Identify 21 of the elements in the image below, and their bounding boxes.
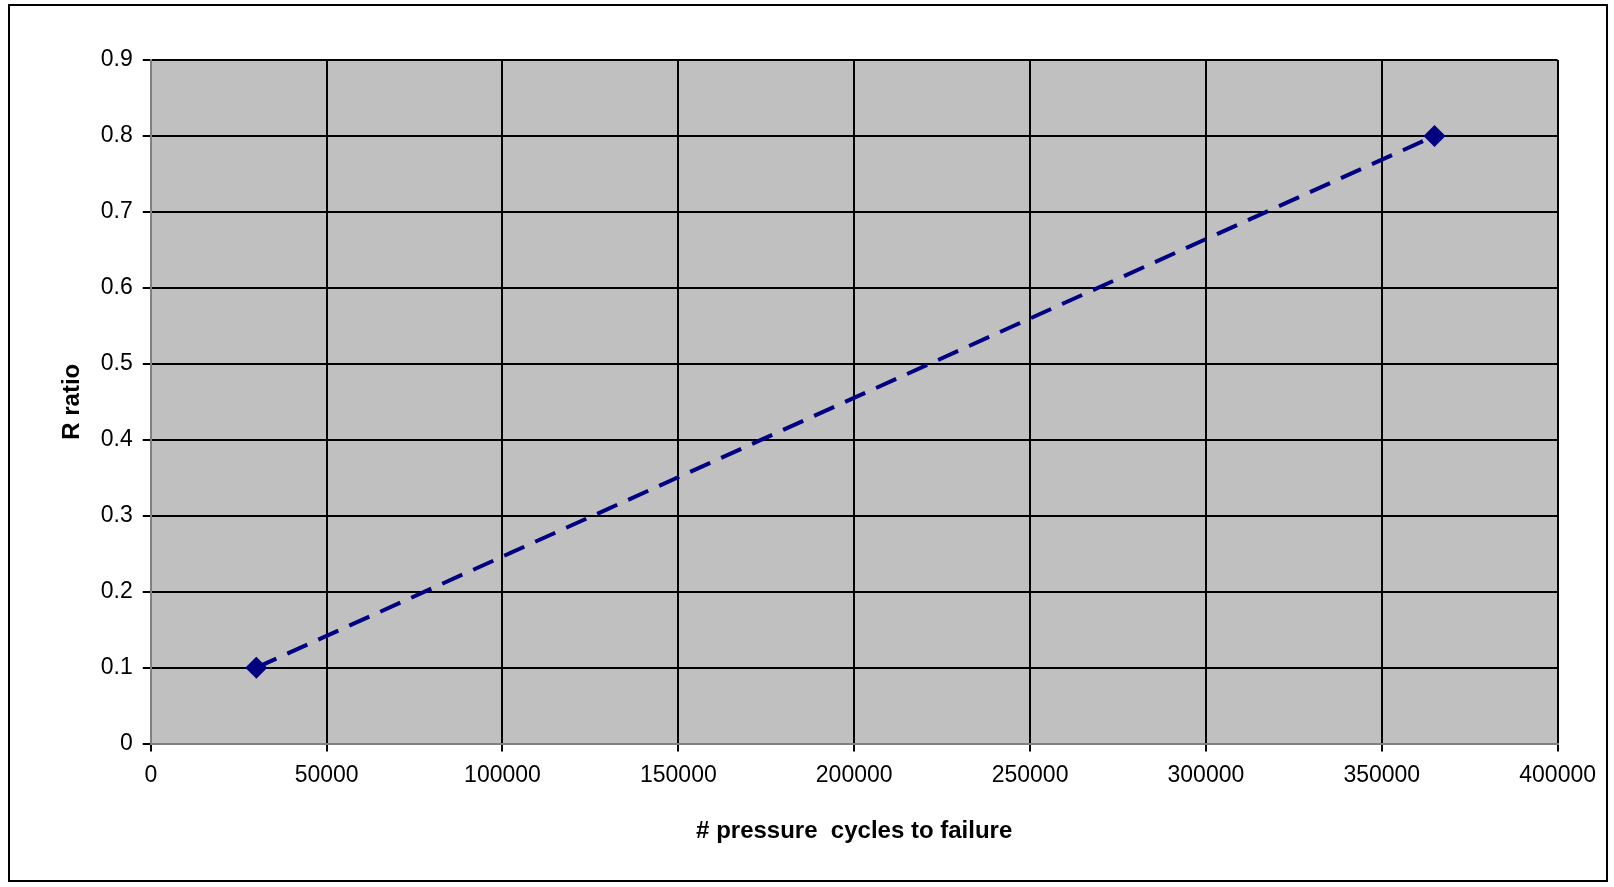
x-tick-label: 300000 (1167, 760, 1245, 787)
x-tick-label: 200000 (815, 760, 893, 787)
y-tick-label: 0.8 (100, 121, 133, 148)
y-tick-label: 0.6 (100, 273, 133, 300)
y-tick-label: 0.9 (100, 45, 133, 72)
x-tick-label: 0 (144, 760, 158, 787)
x-axis-title: # pressure cycles to failure (696, 816, 1013, 844)
x-tick-label: 50000 (294, 760, 359, 787)
x-tick-label: 350000 (1343, 760, 1421, 787)
y-tick-label: 0.3 (100, 501, 133, 528)
x-tick-label: 250000 (991, 760, 1069, 787)
y-tick-label: 0.4 (100, 425, 133, 452)
y-tick-label: 0.1 (100, 652, 133, 679)
x-tick-label: 100000 (464, 760, 541, 787)
x-tick-label: 400000 (1519, 760, 1596, 787)
y-tick-label: 0.2 (100, 577, 133, 604)
y-axis-title: R ratio (57, 363, 85, 440)
y-tick-label: 0.5 (100, 349, 133, 376)
y-tick-label: 0.7 (100, 197, 133, 224)
x-tick-label: 150000 (639, 760, 717, 787)
y-tick-label: 0 (119, 728, 133, 755)
